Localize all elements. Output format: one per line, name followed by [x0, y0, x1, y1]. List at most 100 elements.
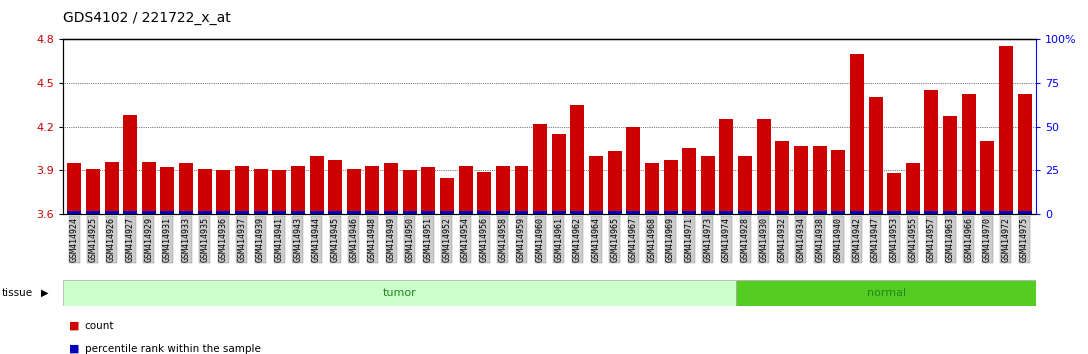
Text: GSM414935: GSM414935	[200, 217, 209, 262]
Bar	[794, 211, 808, 214]
Bar	[943, 211, 957, 214]
Text: GSM414955: GSM414955	[908, 217, 917, 262]
Bar	[757, 119, 770, 214]
Text: GSM414952: GSM414952	[443, 217, 452, 262]
Text: GSM414962: GSM414962	[573, 217, 582, 262]
Bar	[943, 116, 957, 214]
Bar	[290, 211, 305, 214]
Text: GSM414928: GSM414928	[741, 217, 750, 262]
Bar	[570, 211, 584, 214]
Bar	[589, 156, 603, 214]
Text: GSM414963: GSM414963	[945, 217, 954, 262]
Bar	[403, 170, 417, 214]
Bar	[309, 156, 323, 214]
Bar	[1017, 211, 1031, 214]
Text: ■: ■	[69, 344, 79, 354]
Text: tissue: tissue	[2, 288, 34, 298]
Bar	[347, 169, 361, 214]
Bar	[254, 169, 268, 214]
Bar	[347, 211, 361, 214]
Bar	[123, 115, 137, 214]
Text: GSM414938: GSM414938	[815, 217, 824, 262]
Bar	[552, 134, 566, 214]
Bar	[67, 211, 82, 214]
Bar	[496, 166, 510, 214]
Bar	[794, 145, 808, 214]
Bar	[180, 163, 193, 214]
Bar	[925, 90, 939, 214]
Text: GSM414924: GSM414924	[70, 217, 78, 262]
Bar	[738, 156, 752, 214]
Bar	[421, 167, 435, 214]
Text: GSM414946: GSM414946	[349, 217, 358, 262]
Bar	[682, 211, 696, 214]
Bar	[868, 97, 882, 214]
Text: GSM414940: GSM414940	[833, 217, 843, 262]
Text: GSM414957: GSM414957	[927, 217, 936, 262]
Bar	[63, 280, 737, 306]
Text: GSM414966: GSM414966	[964, 217, 973, 262]
Text: GSM414954: GSM414954	[461, 217, 470, 262]
Bar	[440, 178, 454, 214]
Text: GSM414965: GSM414965	[610, 217, 619, 262]
Bar	[217, 170, 231, 214]
Bar	[533, 211, 547, 214]
Bar	[868, 211, 882, 214]
Text: GSM414971: GSM414971	[684, 217, 694, 262]
Bar	[850, 211, 864, 214]
Text: GSM414926: GSM414926	[107, 217, 116, 262]
Bar	[272, 211, 286, 214]
Bar	[999, 46, 1013, 214]
Text: GSM414951: GSM414951	[424, 217, 433, 262]
Bar	[813, 145, 827, 214]
Bar	[664, 160, 678, 214]
Text: GSM414933: GSM414933	[182, 217, 190, 262]
Text: GSM414931: GSM414931	[163, 217, 172, 262]
Bar	[86, 211, 100, 214]
Text: GSM414974: GSM414974	[722, 217, 731, 262]
Bar	[141, 211, 156, 214]
Text: GSM414939: GSM414939	[256, 217, 265, 262]
Bar	[235, 166, 249, 214]
Bar	[141, 161, 156, 214]
Bar	[104, 161, 119, 214]
Bar	[384, 163, 398, 214]
Text: GSM414961: GSM414961	[554, 217, 564, 262]
Text: ▶: ▶	[41, 288, 49, 298]
Bar	[737, 280, 1036, 306]
Text: GSM414960: GSM414960	[535, 217, 545, 262]
Text: GSM414942: GSM414942	[852, 217, 862, 262]
Text: GSM414930: GSM414930	[759, 217, 768, 262]
Bar	[552, 211, 566, 214]
Bar	[86, 169, 100, 214]
Bar	[682, 148, 696, 214]
Bar	[235, 211, 249, 214]
Bar	[421, 211, 435, 214]
Bar	[180, 211, 193, 214]
Text: count: count	[85, 321, 114, 331]
Bar	[570, 105, 584, 214]
Bar	[515, 166, 529, 214]
Bar	[478, 211, 491, 214]
Bar	[719, 119, 733, 214]
Text: GSM414953: GSM414953	[890, 217, 899, 262]
Text: GSM414968: GSM414968	[647, 217, 656, 262]
Bar	[701, 156, 715, 214]
Text: GSM414959: GSM414959	[517, 217, 526, 262]
Bar	[887, 173, 901, 214]
Text: GSM414945: GSM414945	[331, 217, 339, 262]
Bar	[664, 211, 678, 214]
Bar	[254, 211, 268, 214]
Text: GSM414973: GSM414973	[703, 217, 713, 262]
Bar	[608, 152, 621, 214]
Bar	[440, 211, 454, 214]
Text: GSM414972: GSM414972	[1001, 217, 1011, 262]
Text: GSM414949: GSM414949	[386, 217, 396, 262]
Text: GSM414964: GSM414964	[592, 217, 601, 262]
Bar	[515, 211, 529, 214]
Bar	[813, 211, 827, 214]
Bar	[701, 211, 715, 214]
Text: percentile rank within the sample: percentile rank within the sample	[85, 344, 261, 354]
Bar	[403, 211, 417, 214]
Bar	[198, 211, 212, 214]
